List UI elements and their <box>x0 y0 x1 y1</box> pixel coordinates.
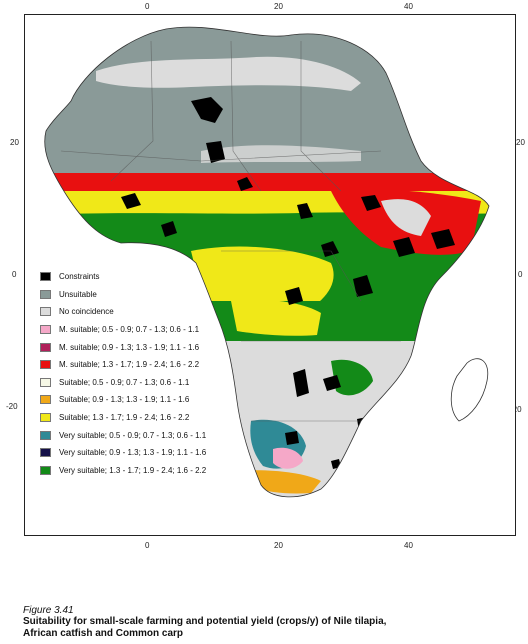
legend-item: No coincidence <box>40 303 290 321</box>
figure-title-line-1: Suitability for small-scale farming and … <box>23 616 387 627</box>
legend-swatch <box>40 465 51 475</box>
constraint-area-sudan <box>361 195 381 211</box>
constraint-area-east <box>393 237 415 257</box>
constraint-area-sahel-1 <box>237 177 253 191</box>
legend-item: M. suitable; 0.9 - 1.3; 1.3 - 1.9; 1.1 -… <box>40 338 290 356</box>
constraint-area-botswana <box>285 431 299 445</box>
constraint-area-somalia <box>431 229 455 249</box>
tick-left-minus-20: -20 <box>6 402 18 411</box>
legend-label: Suitable; 0.9 - 1.3; 1.3 - 1.9; 1.1 - 1.… <box>59 395 190 405</box>
border-line-1 <box>110 40 154 182</box>
tick-left-0: 0 <box>12 270 17 279</box>
border-line-4 <box>60 150 382 162</box>
madagascar-outline <box>450 358 489 422</box>
legend-label: M. suitable; 0.9 - 1.3; 1.3 - 1.9; 1.1 -… <box>59 342 200 352</box>
constraint-areas <box>121 97 455 469</box>
constraint-area-west-2 <box>161 221 177 237</box>
legend-item: M. suitable; 0.5 - 0.9; 0.7 - 1.3; 0.6 -… <box>40 321 290 339</box>
legend-label: Very suitable; 0.9 - 1.3; 1.3 - 1.9; 1.1… <box>59 448 207 458</box>
moderately-suitable-sahel <box>44 173 489 193</box>
legend-item: Very suitable; 1.3 - 1.7; 1.9 - 2.4; 1.6… <box>40 462 290 480</box>
legend-item: Very suitable; 0.5 - 0.9; 0.7 - 1.3; 0.6… <box>40 426 290 444</box>
constraint-area-central-1 <box>285 287 303 305</box>
legend-label: Very suitable; 0.5 - 0.9; 0.7 - 1.3; 0.6… <box>59 430 207 440</box>
legend-swatch <box>40 289 51 299</box>
africa-map-svg <box>44 26 490 498</box>
tick-top-40: 40 <box>404 2 413 11</box>
legend-swatch <box>40 272 51 282</box>
country-borders <box>60 40 401 422</box>
moderately-suitable-pink-south <box>273 447 303 469</box>
map-legend: Constraints Unsuitable No coincidence M. su… <box>40 268 290 479</box>
tick-bottom-0: 0 <box>145 541 150 550</box>
tick-bottom-40: 40 <box>404 541 413 550</box>
legend-swatch <box>40 342 51 352</box>
legend-swatch <box>40 448 51 458</box>
legend-label: M. suitable; 0.5 - 0.9; 0.7 - 1.3; 0.6 -… <box>59 325 200 335</box>
legend-label: Suitable; 0.5 - 0.9; 0.7 - 1.3; 0.6 - 1.… <box>59 377 190 387</box>
tick-right-0: 0 <box>518 270 523 279</box>
constraint-area-sahara-1 <box>191 97 223 123</box>
legend-label: Constraints <box>59 272 100 282</box>
border-line-5 <box>221 250 362 302</box>
no-coincidence-sahara-north <box>96 56 361 91</box>
legend-swatch <box>40 307 51 317</box>
constraint-area-zimbabwe <box>323 375 341 391</box>
legend-swatch <box>40 377 51 387</box>
legend-item: Unsuitable <box>40 286 290 304</box>
africa-map <box>24 14 516 536</box>
suitable-south-patch <box>231 299 321 336</box>
legend-label: M. suitable; 1.3 - 1.7; 1.9 - 2.4; 1.6 -… <box>59 360 200 370</box>
constraint-area-mozambique <box>357 417 369 431</box>
legend-swatch <box>40 360 51 370</box>
constraint-area-lake-victoria <box>353 275 373 297</box>
legend-swatch <box>40 325 51 335</box>
legend-label: No coincidence <box>59 307 114 317</box>
figure-caption: Figure 3.41 Suitability for small-scale … <box>23 605 386 640</box>
legend-item: Constraints <box>40 268 290 286</box>
legend-item: M. suitable; 1.3 - 1.7; 1.9 - 2.4; 1.6 -… <box>40 356 290 374</box>
figure-title-line-2: African catfish and Common carp <box>23 628 184 639</box>
legend-item: Suitable; 0.5 - 0.9; 0.7 - 1.3; 0.6 - 1.… <box>40 374 290 392</box>
no-coincidence-ethiopia <box>381 199 431 236</box>
constraint-area-zambia <box>293 369 309 397</box>
legend-item: Suitable; 1.3 - 1.7; 1.9 - 2.4; 1.6 - 2.… <box>40 409 290 427</box>
legend-swatch <box>40 430 51 440</box>
tick-left-20: 20 <box>10 138 19 147</box>
tick-bottom-20: 20 <box>274 541 283 550</box>
legend-item: Suitable; 0.9 - 1.3; 1.3 - 1.9; 1.1 - 1.… <box>40 391 290 409</box>
border-line-2 <box>230 40 262 192</box>
tick-top-20: 20 <box>274 2 283 11</box>
constraint-area-sahel-2 <box>297 203 313 219</box>
constraint-area-sahara-2 <box>206 141 225 163</box>
legend-swatch <box>40 413 51 423</box>
legend-swatch <box>40 395 51 405</box>
legend-label: Unsuitable <box>59 289 97 299</box>
figure-number: Figure 3.41 <box>23 605 74 616</box>
border-line-3 <box>300 41 342 192</box>
legend-label: Very suitable; 1.3 - 1.7; 1.9 - 2.4; 1.6… <box>59 465 207 475</box>
very-suitable-mozambique <box>331 359 373 396</box>
tick-right-20: 20 <box>516 138 525 147</box>
legend-label: Suitable; 1.3 - 1.7; 1.9 - 2.4; 1.6 - 2.… <box>59 413 190 423</box>
legend-item: Very suitable; 0.9 - 1.3; 1.3 - 1.9; 1.1… <box>40 444 290 462</box>
africa-coastline <box>44 26 490 498</box>
tick-top-0: 0 <box>145 2 150 11</box>
constraint-area-west-1 <box>121 193 141 209</box>
constraint-area-congo <box>321 241 339 257</box>
